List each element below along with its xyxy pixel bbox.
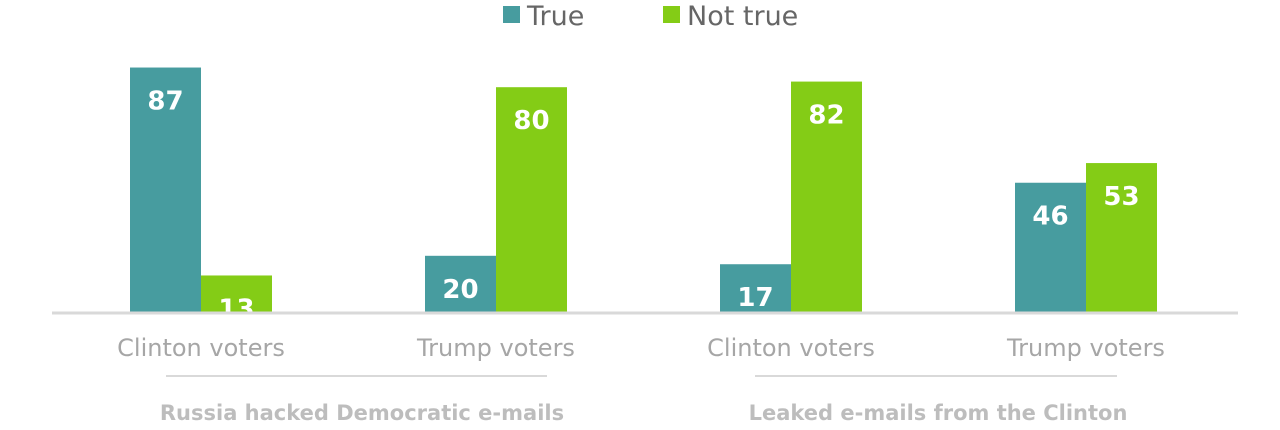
bar-not-true-1 xyxy=(201,275,272,312)
group-labels: Russia hacked Democratic e-mails Leaked e… xyxy=(160,401,1128,425)
bars xyxy=(130,67,1157,312)
bar-value-not-true-3: 82 xyxy=(808,101,844,131)
legend-label-true: True xyxy=(526,1,584,32)
legend-swatch-not-true xyxy=(663,6,680,23)
bar-value-true-1: 87 xyxy=(147,87,183,117)
bar-value-not-true-1: 13 xyxy=(218,294,254,324)
bar-not-true-2 xyxy=(496,87,567,312)
category-label-1: Clinton voters xyxy=(117,334,285,362)
bar-true-3 xyxy=(720,264,791,312)
category-label-4: Trump voters xyxy=(1006,334,1165,362)
category-label-3: Clinton voters xyxy=(707,334,875,362)
legend-swatch-true xyxy=(503,6,520,23)
legend: True Not true xyxy=(503,1,798,32)
group-label-2: Leaked e-mails from the Clinton xyxy=(749,401,1128,425)
category-label-2: Trump voters xyxy=(416,334,575,362)
bar-not-true-3 xyxy=(791,81,862,312)
bar-true-2 xyxy=(425,255,496,312)
bar-true-1 xyxy=(130,67,201,312)
bar-value-not-true-4: 53 xyxy=(1103,182,1139,212)
bar-true-4 xyxy=(1015,182,1086,312)
bar-not-true-4 xyxy=(1086,163,1157,312)
bar-labels: 87 13 20 80 17 82 46 53 xyxy=(147,87,1139,325)
category-labels: Clinton voters Trump voters Clinton voters… xyxy=(117,334,1165,362)
bar-value-not-true-2: 80 xyxy=(513,106,549,136)
bar-value-true-4: 46 xyxy=(1032,202,1068,232)
bar-value-true-3: 17 xyxy=(737,283,773,313)
bar-value-true-2: 20 xyxy=(442,275,478,305)
legend-label-not-true: Not true xyxy=(687,1,798,32)
group-label-1: Russia hacked Democratic e-mails xyxy=(160,401,564,425)
